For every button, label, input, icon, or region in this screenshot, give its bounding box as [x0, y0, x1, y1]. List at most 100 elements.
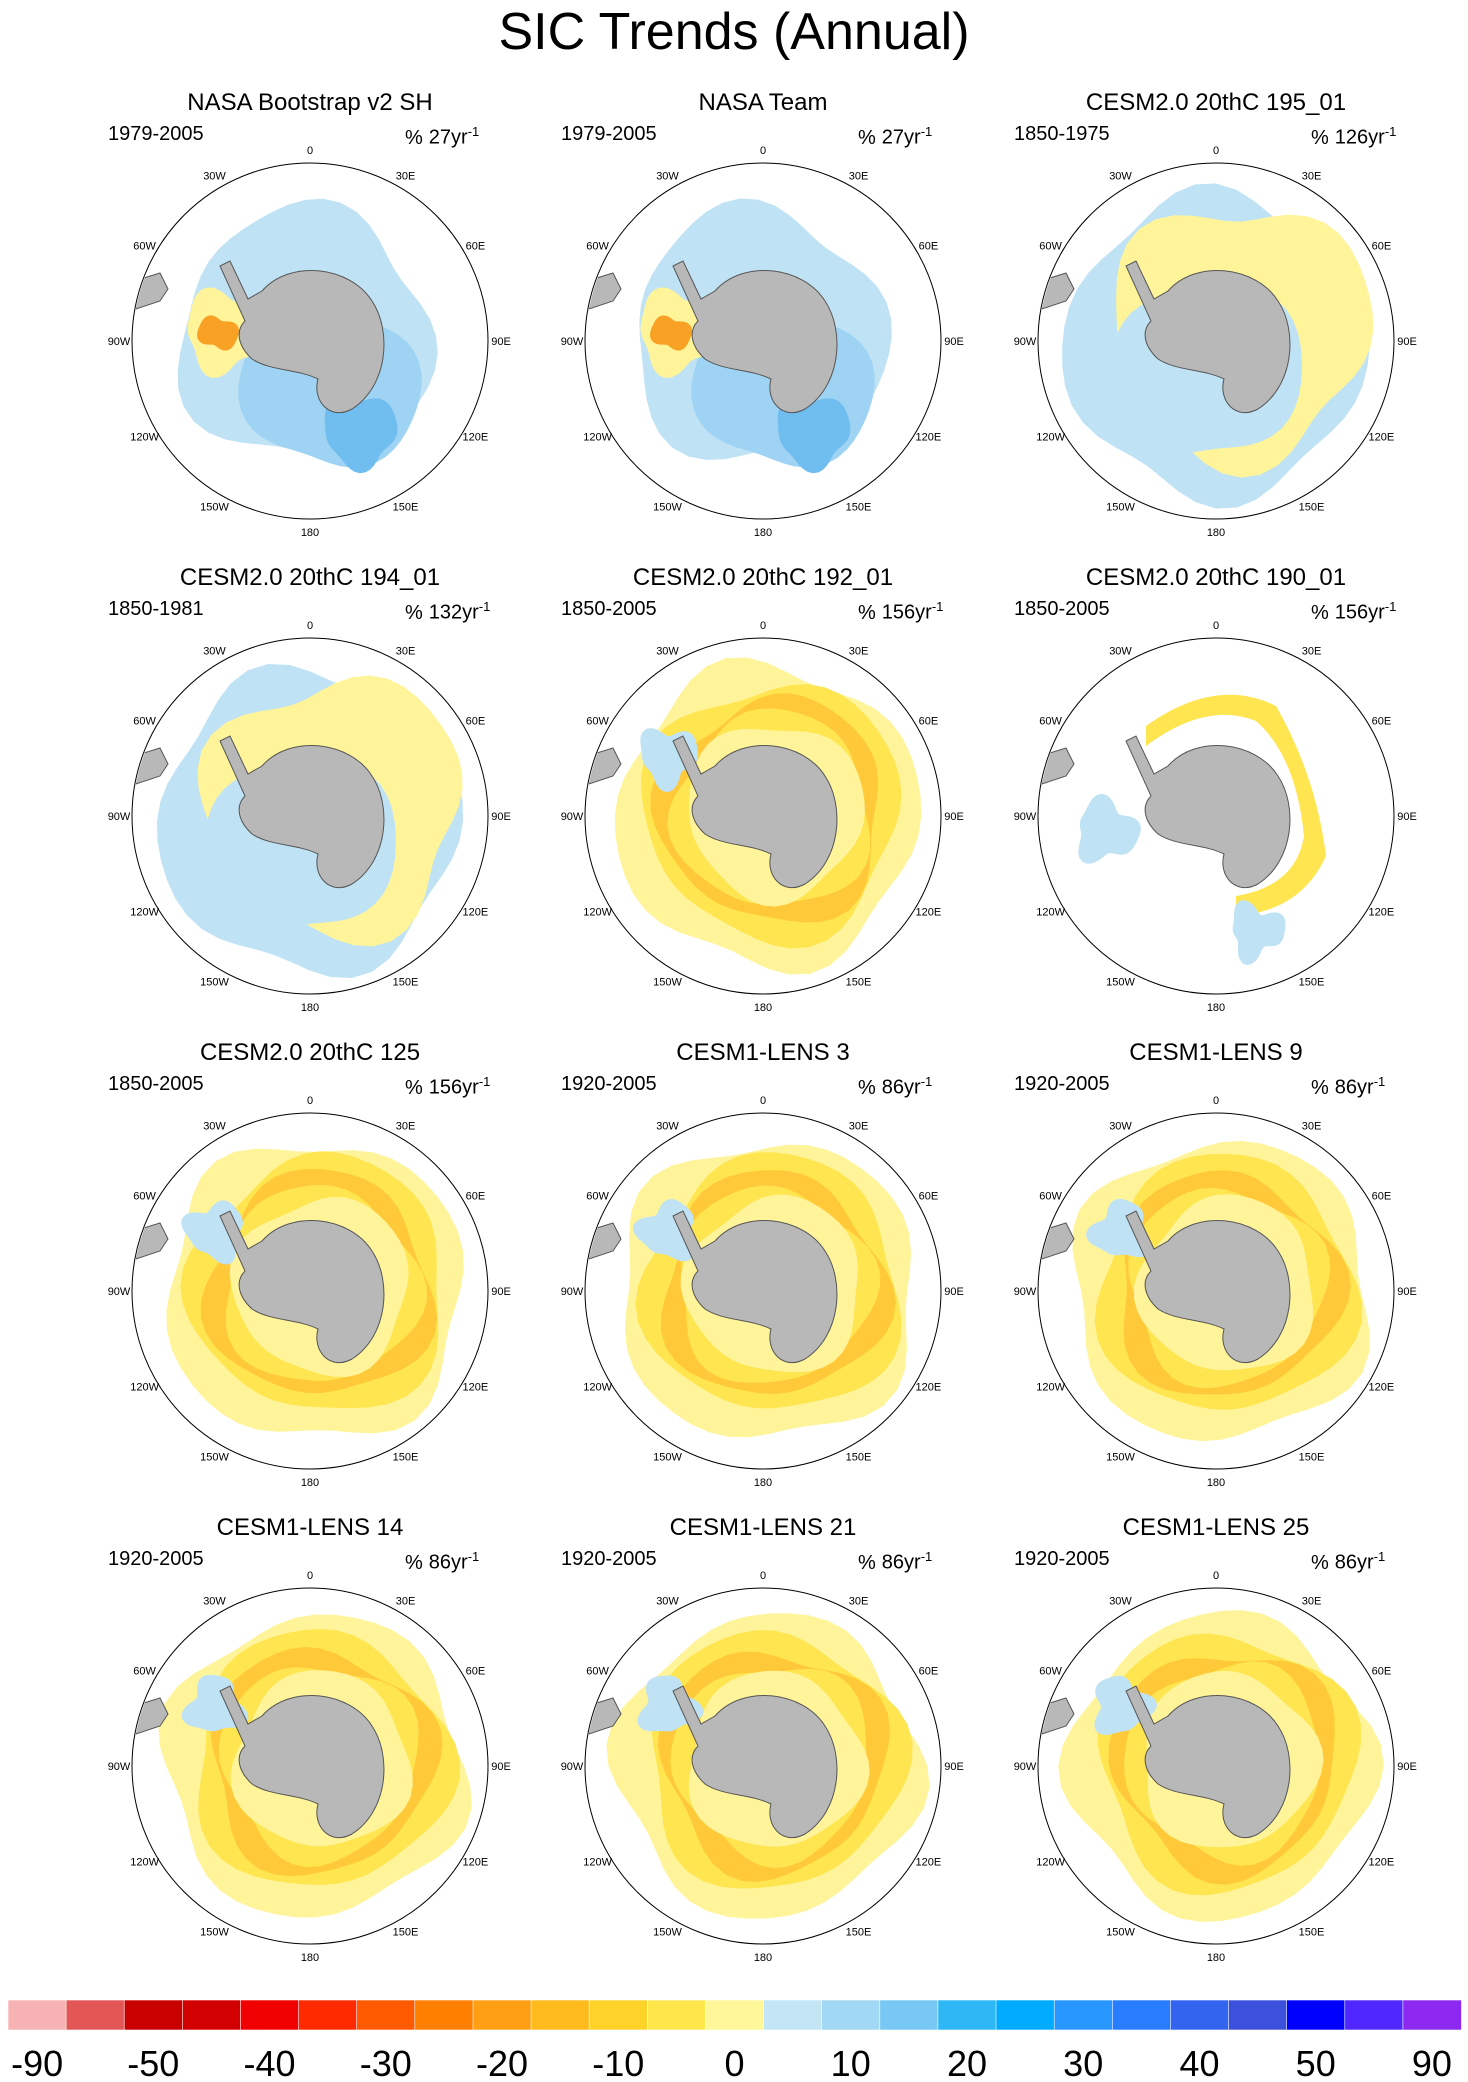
time-period: 1920-2005: [108, 1548, 204, 1570]
longitude-label: 60W: [1039, 1666, 1062, 1678]
map-panel: 0 30E 60E 90E 120E 150E 180 150W 120W 90W 60W 30W CE…: [986, 1038, 1446, 1508]
percent-sign: %: [1311, 601, 1329, 624]
trend-exponent: -1: [1373, 1074, 1386, 1089]
longitude-label: 30W: [1109, 1121, 1132, 1133]
longitude-label: 120W: [583, 432, 612, 444]
panel-title: CESM1-LENS 25: [1122, 1514, 1310, 1541]
panel-title: CESM2.0 20thC 190_01: [1085, 564, 1347, 591]
trend-exponent: -1: [478, 1074, 491, 1089]
longitude-label: 0: [760, 1095, 766, 1107]
longitude-label: 0: [760, 620, 766, 632]
colorbar-swatch: [182, 1999, 242, 2031]
trend-period: 86yr: [1334, 1076, 1374, 1099]
longitude-label: 90W: [1014, 811, 1037, 823]
colorbar-tick-label: 20: [947, 2043, 987, 2082]
sea-ice-positive: [1078, 793, 1141, 864]
longitude-label: 0: [1213, 1570, 1219, 1582]
longitude-label: 120W: [130, 907, 159, 919]
longitude-label: 60W: [1039, 1191, 1062, 1203]
colorbar-tick-label: -40: [243, 2043, 295, 2082]
longitude-label: 120E: [463, 907, 489, 919]
longitude-label: 150E: [393, 976, 419, 988]
longitude-label: 90E: [944, 1761, 964, 1773]
antarctica-landmass: [672, 1210, 838, 1364]
longitude-label: 90E: [1397, 336, 1417, 348]
longitude-label: 30E: [849, 1596, 869, 1608]
longitude-label: 150E: [846, 1451, 872, 1463]
time-period: 1850-1981: [108, 598, 204, 620]
longitude-label: 60W: [586, 1666, 609, 1678]
longitude-label: 30E: [396, 646, 416, 658]
longitude-label: 180: [301, 1952, 319, 1964]
longitude-label: 180: [754, 527, 772, 539]
trend-units: % 126yr-1: [1311, 120, 1396, 150]
map-panel: 0 30E 60E 90E 120E 150E 180 150W 120W 90W 60W 30W CE…: [986, 1513, 1446, 1983]
longitude-label: 180: [1207, 527, 1225, 539]
longitude-label: 90E: [491, 336, 511, 348]
longitude-label: 150E: [846, 501, 872, 513]
longitude-label: 30W: [1109, 646, 1132, 658]
trend-exponent: -1: [931, 599, 944, 614]
longitude-label: 120W: [1036, 1382, 1065, 1394]
longitude-label: 150E: [1299, 976, 1325, 988]
panel-title: CESM2.0 20thC 125: [199, 1039, 421, 1066]
longitude-label: 0: [1213, 620, 1219, 632]
trend-period: 27yr: [428, 126, 468, 149]
sea-ice-negative-strong: [650, 315, 692, 351]
trend-period: 86yr: [1334, 1551, 1374, 1574]
longitude-label: 150W: [1106, 976, 1135, 988]
longitude-label: 30E: [1302, 646, 1322, 658]
longitude-label: 0: [307, 620, 313, 632]
colorbar-tick-label: 50: [1296, 2043, 1336, 2082]
longitude-label: 0: [307, 1095, 313, 1107]
longitude-label: 120E: [916, 1857, 942, 1869]
antarctica-landmass: [672, 735, 838, 889]
longitude-label: 60W: [586, 716, 609, 728]
antarctica-landmass: [1125, 1685, 1291, 1839]
trend-units: % 86yr-1: [1311, 1070, 1385, 1100]
longitude-label: 120E: [916, 907, 942, 919]
longitude-label: 30W: [203, 646, 226, 658]
map-panel: 0 30E 60E 90E 120E 150E 180 150W 120W 90W 60W 30W CE…: [80, 1513, 540, 1983]
percent-sign: %: [405, 126, 423, 149]
colorbar-swatch: [123, 1999, 184, 2031]
colorbar-swatch: [1402, 1999, 1462, 2031]
percent-sign: %: [405, 1551, 423, 1574]
trend-exponent: -1: [920, 1074, 933, 1089]
colorbar-tick-label: -10: [592, 2043, 644, 2082]
longitude-label: 60W: [133, 716, 156, 728]
longitude-label: 180: [1207, 1952, 1225, 1964]
percent-sign: %: [858, 1076, 876, 1099]
longitude-label: 120E: [916, 432, 942, 444]
longitude-label: 150E: [846, 1926, 872, 1938]
trend-units: % 156yr-1: [1311, 595, 1396, 625]
trend-units: % 86yr-1: [858, 1545, 932, 1575]
longitude-label: 150W: [653, 1451, 682, 1463]
longitude-label: 60E: [466, 1666, 486, 1678]
longitude-label: 120W: [1036, 907, 1065, 919]
longitude-label: 150W: [200, 501, 229, 513]
longitude-label: 90E: [491, 1286, 511, 1298]
colorbar-swatch: [472, 1999, 532, 2031]
longitude-label: 60E: [466, 716, 486, 728]
figure-title: SIC Trends (Annual): [498, 3, 970, 61]
longitude-label: 60W: [586, 1191, 609, 1203]
longitude-label: 60E: [1372, 1666, 1392, 1678]
longitude-label: 60W: [1039, 716, 1062, 728]
panel-title: CESM2.0 20thC 192_01: [632, 564, 894, 591]
longitude-label: 120E: [463, 1857, 489, 1869]
sea-ice-negative-strong: [197, 315, 239, 351]
longitude-label: 120W: [583, 1857, 612, 1869]
map-panel: 0 30E 60E 90E 120E 150E 180 150W 120W 90W 60W 30W CE…: [986, 88, 1446, 558]
polar-map: 0 30E 60E 90E 120E 150E 180 150W 120W 90W 60W 30W: [561, 145, 964, 539]
colorbar-swatch: [937, 1999, 997, 2031]
colorbar-swatch: [705, 1999, 765, 2031]
longitude-label: 0: [760, 1570, 766, 1582]
colorbar-swatch: [995, 1999, 1055, 2031]
trend-units: % 86yr-1: [405, 1545, 479, 1575]
time-period: 1920-2005: [1014, 1548, 1110, 1570]
trend-exponent: -1: [1384, 599, 1397, 614]
trend-period: 156yr: [881, 601, 932, 624]
colorbar-swatch: [298, 1999, 358, 2031]
longitude-label: 120E: [1369, 907, 1395, 919]
